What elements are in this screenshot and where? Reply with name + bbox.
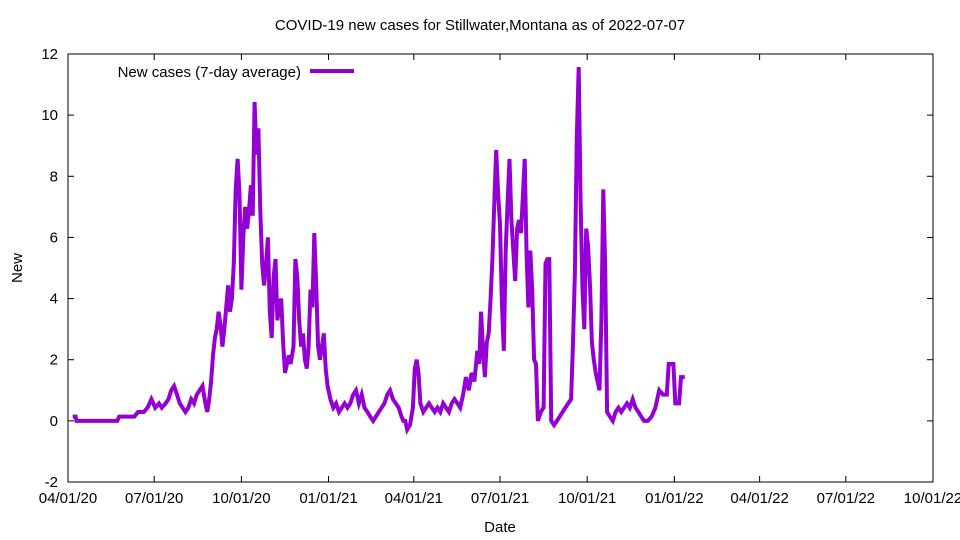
x-axis-label: Date bbox=[484, 519, 516, 536]
x-tick-label: 10/01/20 bbox=[212, 490, 270, 507]
y-tick-label: 8 bbox=[50, 168, 58, 185]
x-tick-label: 07/01/22 bbox=[817, 490, 875, 507]
x-axis-ticks: 04/01/20 07/01/20 10/01/20 01/01/21 04/01/21… bbox=[39, 54, 960, 507]
x-tick-label: 04/01/22 bbox=[730, 490, 788, 507]
y-tick-label: -2 bbox=[45, 474, 58, 491]
x-tick-label: 04/01/21 bbox=[385, 490, 443, 507]
y-axis-label: New bbox=[9, 253, 26, 283]
x-tick-label: 10/01/22 bbox=[904, 490, 960, 507]
y-tick-label: 10 bbox=[41, 107, 58, 124]
x-tick-label: 04/01/20 bbox=[39, 490, 97, 507]
y-axis-ticks: -2 0 2 4 6 8 10 12 bbox=[41, 46, 933, 491]
legend: New cases (7-day average) bbox=[118, 64, 354, 81]
chart-title: COVID-19 new cases for Stillwater,Montan… bbox=[274, 17, 686, 34]
y-tick-label: 2 bbox=[50, 352, 58, 369]
y-tick-label: 12 bbox=[41, 46, 58, 63]
series-line bbox=[72, 67, 685, 436]
x-tick-label: 01/01/21 bbox=[299, 490, 357, 507]
x-tick-label: 01/01/22 bbox=[645, 490, 703, 507]
y-tick-label: 0 bbox=[50, 413, 58, 430]
x-tick-label: 10/01/21 bbox=[558, 490, 616, 507]
x-tick-label: 07/01/20 bbox=[125, 490, 183, 507]
y-tick-label: 4 bbox=[50, 291, 58, 308]
legend-label: New cases (7-day average) bbox=[118, 64, 301, 81]
x-tick-label: 07/01/21 bbox=[471, 490, 529, 507]
series-layer bbox=[72, 67, 685, 436]
y-tick-label: 6 bbox=[50, 229, 58, 246]
